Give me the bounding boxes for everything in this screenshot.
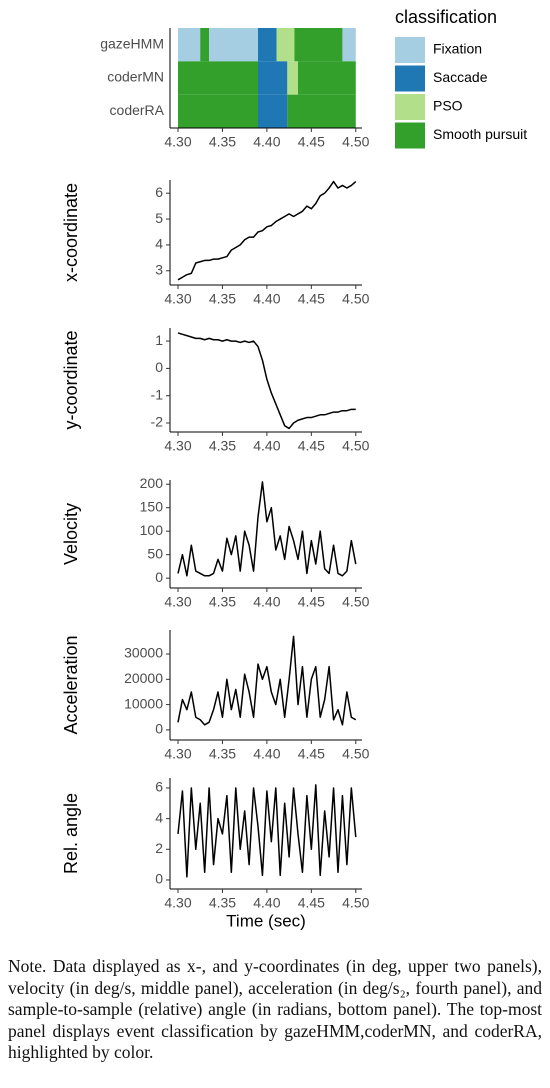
- x-tick-label: 4.30: [164, 895, 191, 911]
- x-tick-label: 4.30: [164, 594, 191, 610]
- data-line: [177, 332, 356, 430]
- classification-tile: [258, 61, 288, 95]
- classification-tile: [178, 28, 201, 62]
- x-tick-label: 4.35: [209, 134, 236, 150]
- y-axis-title: Acceleration: [61, 635, 81, 734]
- y-tick-label: coderRA: [110, 102, 165, 118]
- y-tick-label: -1: [151, 386, 164, 402]
- y-tick-label: 2: [155, 840, 163, 856]
- classification-tile: [294, 28, 343, 62]
- x-tick-label: 4.45: [298, 291, 325, 307]
- y-tick-label: coderMN: [107, 69, 164, 85]
- legend-swatch: [395, 94, 425, 120]
- x-tick-label: 4.45: [298, 134, 325, 150]
- y-tick-label: 100: [140, 522, 164, 538]
- y-axis-title: x-coordinate: [61, 183, 81, 282]
- x-tick-label: 4.50: [342, 895, 369, 911]
- data-line: [177, 180, 357, 281]
- classification-tile: [342, 28, 356, 62]
- figure: gazeHMM coderMN coderRA 4.30 4.35 4.40 4.45 4.5…: [61, 7, 528, 931]
- classification-tile: [287, 61, 298, 95]
- classification-tile: [178, 94, 258, 128]
- y-tick-label: 6: [155, 779, 163, 795]
- y-tick-label: 1: [155, 332, 163, 348]
- x-axis-title: Time (sec): [226, 911, 306, 930]
- x-tick-label: 4.40: [253, 895, 280, 911]
- x-tick-label: 4.30: [164, 438, 191, 454]
- classification-tile: [258, 28, 277, 62]
- data-line: [177, 635, 357, 726]
- legend-swatch: [395, 65, 425, 92]
- y-tick-label: gazeHMM: [100, 35, 164, 51]
- x-tick-label: 4.50: [342, 134, 369, 150]
- y-tick-label: 200: [140, 475, 164, 491]
- y-tick-label: 4: [155, 236, 163, 252]
- legend-title: classification: [395, 7, 497, 27]
- x-tick-label: 4.35: [209, 291, 236, 307]
- y-tick-label: 0: [155, 359, 163, 375]
- y-tick-label: 150: [140, 498, 164, 514]
- y-tick-label: 0: [155, 871, 163, 887]
- x-tick-label: 4.30: [164, 291, 191, 307]
- x-tick-label: 4.35: [209, 594, 236, 610]
- y-axis-title: y-coordinate: [61, 330, 81, 429]
- x-tick-label: 4.45: [298, 895, 325, 911]
- classification-tile: [276, 28, 295, 62]
- y-tick-label: 0: [155, 721, 163, 737]
- y-tick-label: 3: [155, 261, 163, 277]
- x-tick-label: 4.35: [209, 746, 236, 762]
- x-tick-label: 4.30: [164, 134, 191, 150]
- legend-label: Smooth pursuit: [433, 126, 527, 142]
- classification-tile: [258, 94, 288, 128]
- y-tick-label: 4: [155, 809, 163, 825]
- x-tick-label: 4.45: [298, 438, 325, 454]
- x-tick-label: 4.40: [253, 438, 280, 454]
- x-tick-label: 4.35: [209, 895, 236, 911]
- y-tick-label: 20000: [124, 670, 163, 686]
- data-line: [177, 481, 357, 577]
- y-axis-title: Rel. angle: [61, 793, 81, 874]
- note: Note. Data displayed as x-, and y-coordi…: [8, 956, 542, 1062]
- legend-swatch: [395, 37, 425, 63]
- x-tick-label: 4.40: [253, 291, 280, 307]
- classification-tile: [200, 28, 210, 62]
- y-tick-label: 10000: [124, 695, 163, 711]
- y-tick-label: -2: [151, 414, 164, 430]
- classification-tile: [287, 94, 356, 128]
- x-tick-label: 4.35: [209, 438, 236, 454]
- legend-label: Fixation: [433, 41, 482, 57]
- x-tick-label: 4.40: [253, 134, 280, 150]
- y-tick-label: 5: [155, 210, 163, 226]
- y-tick-label: 0: [155, 569, 163, 585]
- x-tick-label: 4.50: [342, 291, 369, 307]
- y-tick-label: 50: [147, 545, 163, 561]
- x-tick-label: 4.40: [253, 746, 280, 762]
- legend-label: Saccade: [433, 69, 488, 85]
- x-tick-label: 4.50: [342, 438, 369, 454]
- y-tick-label: 30000: [124, 645, 163, 661]
- x-tick-label: 4.50: [342, 594, 369, 610]
- x-tick-label: 4.45: [298, 594, 325, 610]
- x-tick-label: 4.50: [342, 746, 369, 762]
- classification-tile: [178, 61, 258, 95]
- x-tick-label: 4.40: [253, 594, 280, 610]
- x-tick-label: 4.45: [298, 746, 325, 762]
- classification-tile: [298, 61, 356, 95]
- y-tick-label: 6: [155, 184, 163, 200]
- legend-label: PSO: [433, 98, 463, 114]
- y-axis-title: Velocity: [61, 503, 81, 565]
- classification-tile: [209, 28, 258, 62]
- data-line: [177, 784, 357, 878]
- legend-swatch: [395, 122, 425, 149]
- x-tick-label: 4.30: [164, 746, 191, 762]
